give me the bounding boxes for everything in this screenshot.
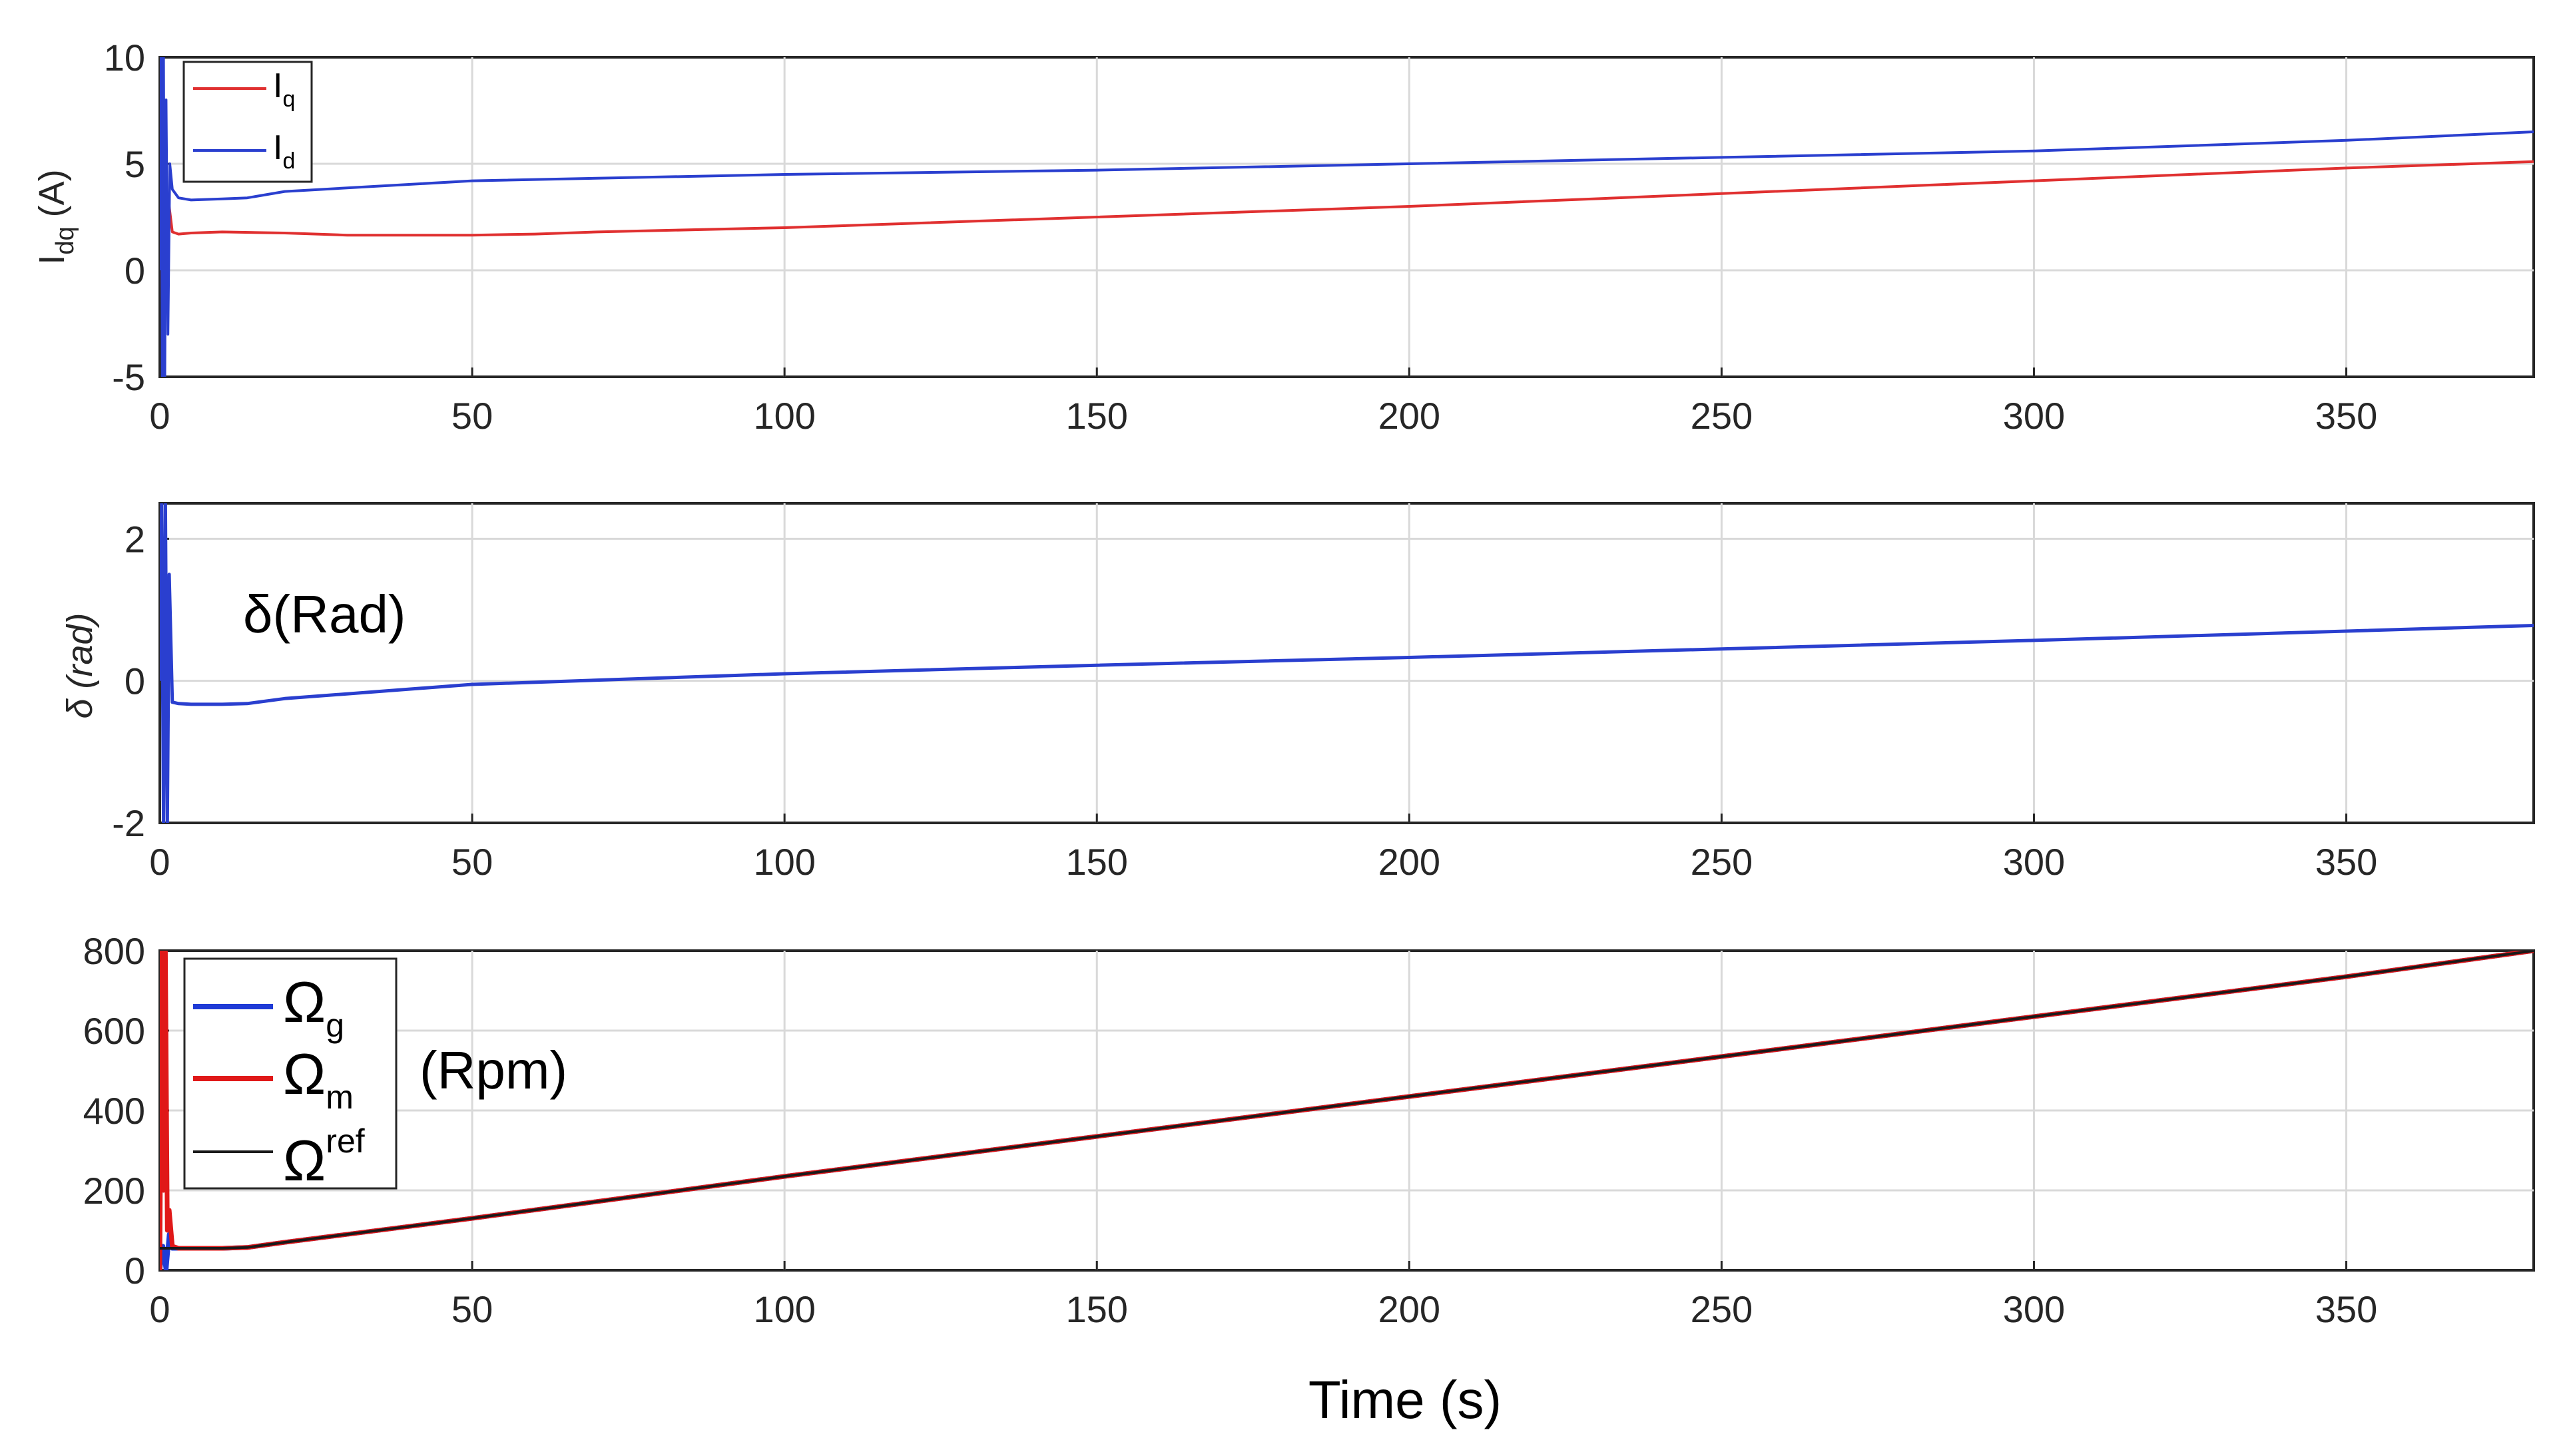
x-tick-label: 300 xyxy=(2003,395,2065,437)
x-tick-label: 100 xyxy=(753,841,815,883)
panel-idq-ylabel-main: I xyxy=(32,255,72,265)
panel-delta-ylabel: δ (rad) xyxy=(60,612,100,718)
panel-speed-annotation: (Rpm) xyxy=(420,1041,567,1100)
panel-idq-legend: Iq Id xyxy=(182,61,313,183)
y-tick-label: 0 xyxy=(125,660,145,702)
x-tick-label: 50 xyxy=(451,841,493,883)
legend-omega-g-label: Ωg xyxy=(283,971,344,1044)
x-tick-label: 250 xyxy=(1691,841,1753,883)
panel-idq-ylabel: Idq (A) xyxy=(32,169,79,264)
x-tick-label: 200 xyxy=(1378,1288,1440,1330)
x-tick-label: 50 xyxy=(451,395,493,437)
panel-idq-series xyxy=(160,57,2534,377)
panel-idq-ylabel-sub: dq xyxy=(51,226,79,254)
y-tick-label: -5 xyxy=(112,356,145,398)
panel-speed-legend-box xyxy=(183,957,398,1190)
x-tick-label: 150 xyxy=(1066,395,1128,437)
y-tick-label: 0 xyxy=(125,250,145,292)
x-tick-label: 350 xyxy=(2315,1288,2377,1330)
y-tick-label: 800 xyxy=(83,930,145,972)
y-tick-label: 600 xyxy=(83,1010,145,1052)
panel-delta: 0 50 100 150 200 250 300 350-202 δ (rad) δ(Rad) xyxy=(60,502,2535,883)
x-tick-label: 50 xyxy=(451,1288,493,1330)
x-tick-label: 350 xyxy=(2315,395,2377,437)
panel-idq-ylabel-unit: (A) xyxy=(32,169,72,217)
series-omega-ref xyxy=(160,951,2534,1250)
x-tick-label: 250 xyxy=(1691,1288,1753,1330)
series-delta-line xyxy=(160,503,2534,823)
x-tick-label: 300 xyxy=(2003,1288,2065,1330)
x-tick-label: 0 xyxy=(149,841,170,883)
panel-idq-frame xyxy=(158,56,2535,378)
x-tick-label: 100 xyxy=(753,1288,815,1330)
panel-speed-grid xyxy=(160,951,2534,1270)
y-tick-label: 10 xyxy=(104,37,145,79)
panel-idq-legend-box xyxy=(182,61,313,183)
x-tick-label: 150 xyxy=(1066,841,1128,883)
x-tick-label: 200 xyxy=(1378,841,1440,883)
panel-delta-ticks: 0 50 100 150 200 250 300 350-202 xyxy=(112,518,2377,883)
x-tick-label: 0 xyxy=(149,1288,170,1330)
panel-speed-ticks: 0 50 100 150 200 250 300 350 0 200 400 600 800 xyxy=(83,930,2378,1330)
panel-delta-annotation: δ(Rad) xyxy=(243,585,406,644)
x-axis-label: Time (s) xyxy=(1308,1370,1502,1429)
y-tick-label: -2 xyxy=(112,802,145,844)
x-tick-label: 250 xyxy=(1691,395,1753,437)
panel-speed-series xyxy=(160,951,2534,1270)
panel-delta-series xyxy=(160,503,2534,823)
y-tick-label: 400 xyxy=(83,1090,145,1132)
x-tick-label: 150 xyxy=(1066,1288,1128,1330)
panel-speed: 0 50 100 150 200 250 300 350 0 200 400 600 800 Ωg Ωm… xyxy=(83,930,2535,1330)
legend-id-label: Id xyxy=(273,128,295,174)
y-tick-label: 0 xyxy=(125,1250,145,1292)
legend-omega-m-label: Ωm xyxy=(283,1043,354,1116)
legend-iq-label: Iq xyxy=(273,67,295,112)
y-tick-label: 2 xyxy=(125,518,145,560)
x-tick-label: 100 xyxy=(753,395,815,437)
x-tick-label: 200 xyxy=(1378,395,1440,437)
y-tick-label: 200 xyxy=(83,1170,145,1212)
x-tick-label: 300 xyxy=(2003,841,2065,883)
y-tick-label: 5 xyxy=(125,143,145,185)
series-i-d xyxy=(160,57,2534,377)
x-tick-label: 350 xyxy=(2315,841,2377,883)
legend-omega-ref-label: Ωref xyxy=(283,1122,365,1193)
x-tick-label: 0 xyxy=(149,395,170,437)
panel-speed-legend: Ωg Ωm Ωref xyxy=(183,957,398,1193)
panel-delta-frame xyxy=(158,502,2535,824)
